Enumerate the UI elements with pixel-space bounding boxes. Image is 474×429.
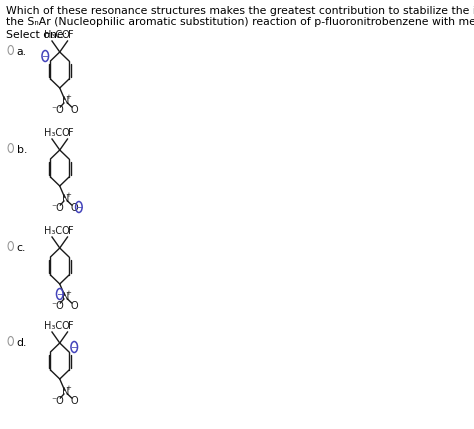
Text: the SₙAr (Nucleophilic aromatic substitution) reaction of p-fluoronitrobenzene w: the SₙAr (Nucleophilic aromatic substitu… (6, 17, 474, 27)
Text: O: O (70, 203, 78, 213)
Text: ⁻O: ⁻O (51, 396, 64, 406)
Text: F: F (68, 128, 74, 138)
Text: +: + (65, 290, 72, 296)
Text: N: N (62, 387, 69, 397)
Text: ⁻O: ⁻O (51, 203, 64, 213)
Text: F: F (68, 30, 74, 40)
Text: −: − (56, 290, 64, 299)
Text: a.: a. (17, 47, 27, 57)
Text: O: O (70, 301, 78, 311)
Text: −: − (75, 202, 82, 211)
Text: H₃CO: H₃CO (44, 226, 70, 236)
Text: +: + (65, 192, 72, 198)
Text: −: − (71, 342, 78, 351)
Text: N: N (62, 292, 69, 302)
Text: F: F (68, 321, 74, 331)
Text: b.: b. (17, 145, 27, 155)
Text: H₃CO: H₃CO (44, 128, 70, 138)
Text: ⁻O: ⁻O (51, 301, 64, 311)
Text: F: F (68, 226, 74, 236)
Text: N: N (62, 96, 69, 106)
Text: +: + (65, 385, 72, 391)
Text: d.: d. (17, 338, 27, 348)
Text: −: − (42, 51, 49, 60)
Text: O: O (70, 105, 78, 115)
Text: O: O (70, 396, 78, 406)
Text: Select one:: Select one: (6, 30, 67, 40)
Text: N: N (62, 194, 69, 204)
Text: ⁻O: ⁻O (51, 105, 64, 115)
Text: +: + (65, 94, 72, 100)
Text: H₃CO: H₃CO (44, 321, 70, 331)
Text: Which of these resonance structures makes the greatest contribution to stabilize: Which of these resonance structures make… (6, 6, 474, 16)
Text: c.: c. (17, 243, 26, 253)
Text: H₃CO: H₃CO (44, 30, 70, 40)
